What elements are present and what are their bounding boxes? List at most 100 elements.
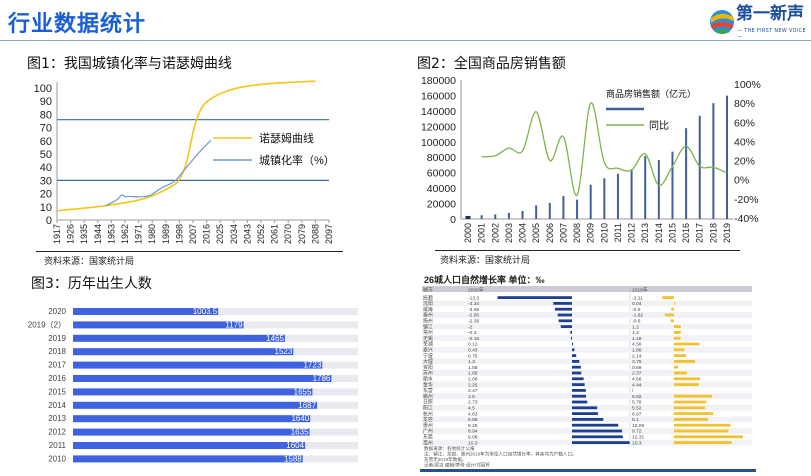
fig4-value-2019: 0.69 — [632, 365, 642, 371]
fig4-city: 杭州 — [423, 410, 433, 417]
fig1-y-tick: 50 — [40, 149, 52, 161]
fig3-category-label: 2013 — [48, 414, 66, 423]
fig4-bar-2019 — [671, 307, 674, 311]
fig1-x-tick: 2016 — [202, 224, 212, 244]
fig4-row-stripe — [422, 335, 752, 341]
fig2-right-tick: 80% — [734, 98, 755, 110]
fig4-city: 惠州 — [423, 422, 433, 429]
fig4-row-stripe — [422, 370, 752, 376]
fig4-bar-2020 — [572, 394, 586, 398]
fig4-bar-2020 — [570, 331, 572, 334]
fig4-note: 数据来源：各地统计公报 — [424, 445, 475, 452]
fig2-x-tick: 2014 — [654, 223, 664, 243]
fig4-value-2020: 4.63 — [468, 411, 478, 417]
fig4-value-2019: -1.62 — [632, 313, 643, 319]
fig2-right-tick: 0% — [734, 175, 749, 187]
fig4-value-2020: 1.65 — [468, 371, 478, 377]
fig2-x-tick: 2010 — [599, 223, 609, 243]
fig3-value-label: 1786 — [313, 374, 331, 383]
fig4-value-2020: 5.58 — [468, 417, 478, 423]
fig2-x-tick: 2017 — [695, 223, 705, 243]
fig3-title: 图3：历年出生人数 — [31, 276, 152, 292]
fig2-bar — [685, 128, 688, 219]
fig2-x-tick: 2011 — [613, 223, 623, 242]
fig1-x-tick: 1971 — [134, 224, 144, 244]
fig4-bar-2019 — [674, 365, 678, 369]
fig4-city: 东莞 — [423, 434, 433, 441]
fig3-value-label: 1003.5 — [193, 307, 218, 316]
fig4-value-2020: 8.26 — [468, 423, 478, 429]
page-title: 行业数据统计 — [8, 12, 147, 37]
fig4-bar-2020 — [572, 348, 575, 352]
fig3-category-label: 2020 — [48, 307, 66, 316]
fig4-city: 威海 — [423, 306, 433, 313]
fig1-legend-label-northam: 诺瑟姆曲线 — [259, 131, 314, 145]
fig2-right-tick: -20% — [734, 194, 759, 206]
fig4-value-2019: 2.14 — [632, 353, 642, 359]
fig2-x-tick: 2013 — [640, 223, 650, 243]
fig4-value-2019: 6.97 — [632, 411, 642, 417]
fig1-x-tick: 2061 — [270, 224, 280, 244]
fig4-city: 无锡 — [423, 335, 433, 342]
fig4-value-2020: -3.05 — [468, 307, 479, 313]
fig2-x-tick: 2005 — [531, 223, 541, 243]
fig4-value-2020: 4.5 — [468, 406, 475, 412]
fig1-y-tick: 20 — [40, 189, 52, 201]
fig4-bar-2019 — [674, 360, 696, 363]
fig2-left-tick: 180000 — [421, 75, 456, 87]
fig4-city: 资阳 — [423, 364, 433, 371]
fig1-x-tick: 1917 — [52, 224, 62, 244]
fig3-category-label: 2011 — [49, 441, 67, 450]
fig4-city: 宁波 — [423, 352, 433, 359]
fig3-bar — [73, 375, 332, 382]
fig4-value-2020: 2.25 — [468, 382, 478, 388]
fig4-bar-2019 — [674, 331, 681, 334]
fig2-bar — [726, 95, 728, 219]
fig4-value-2019: 1.2 — [632, 324, 639, 330]
fig4-col-2019: 2019年 — [632, 286, 648, 293]
fig1-y-tick: 30 — [40, 175, 52, 187]
fig4-value-2020: -2.56 — [468, 313, 479, 319]
fig2-source-rule — [435, 250, 740, 251]
fig2-right-tick: 40% — [734, 136, 755, 148]
fig4-value-2020: -0.16 — [468, 336, 479, 342]
fig4-value-2019: 6.82 — [632, 394, 642, 400]
fig4-bar-2020 — [560, 325, 572, 328]
fig1-x-tick: 2070 — [283, 224, 293, 244]
fig1-x-tick: 2052 — [256, 224, 266, 244]
fig2-left-tick: 120000 — [421, 121, 456, 133]
fig4-bar-2019 — [674, 354, 686, 357]
fig4-bar-2019 — [674, 325, 681, 328]
fig4-bar-2019 — [662, 296, 674, 299]
fig3-value-label: 1523 — [275, 347, 293, 356]
fig2-left-tick: 140000 — [421, 106, 456, 118]
fig1-y-tick: 70 — [40, 123, 52, 135]
fig1-y-tick: 10 — [40, 202, 52, 214]
fig4-col-city: 城市 — [423, 286, 433, 293]
logo-globe-icon — [710, 10, 734, 34]
fig4-value-2020: 1.3 — [468, 359, 475, 365]
fig2-source: 资料来源：国家统计局 — [440, 256, 531, 266]
fig4-bar-2020 — [572, 342, 573, 346]
fig4-bar-2019 — [674, 377, 701, 381]
fig3-value-label: 1179 — [225, 320, 243, 329]
fig4-value-2020: 1.58 — [468, 365, 478, 371]
fig2-x-tick: 2003 — [504, 223, 514, 243]
fig4-value-2019: 3.76 — [632, 359, 642, 365]
fig2-left-tick: 20000 — [427, 199, 456, 211]
fig4-value-2019: 10.3 — [632, 440, 642, 446]
fig2-bar — [521, 210, 524, 219]
fig4-city: 龙岩 — [423, 416, 433, 423]
fig1-x-tick: 2097 — [324, 224, 334, 244]
fig4-bar-2019 — [674, 406, 705, 410]
fig2-bar — [712, 103, 715, 219]
fig4-value-2019: 0.04 — [632, 301, 642, 307]
fig4-value-2019: / — [632, 388, 634, 394]
fig4-bar-2020 — [572, 423, 619, 427]
fig2-bar — [548, 202, 551, 219]
fig2-x-tick: 2015 — [667, 223, 677, 243]
fig4-bar-2019 — [674, 342, 700, 346]
fig1-x-tick: 1926 — [66, 224, 76, 244]
fig4-value-2019: 1.18 — [632, 336, 642, 342]
fig4-value-2020: 10.3 — [468, 440, 478, 446]
